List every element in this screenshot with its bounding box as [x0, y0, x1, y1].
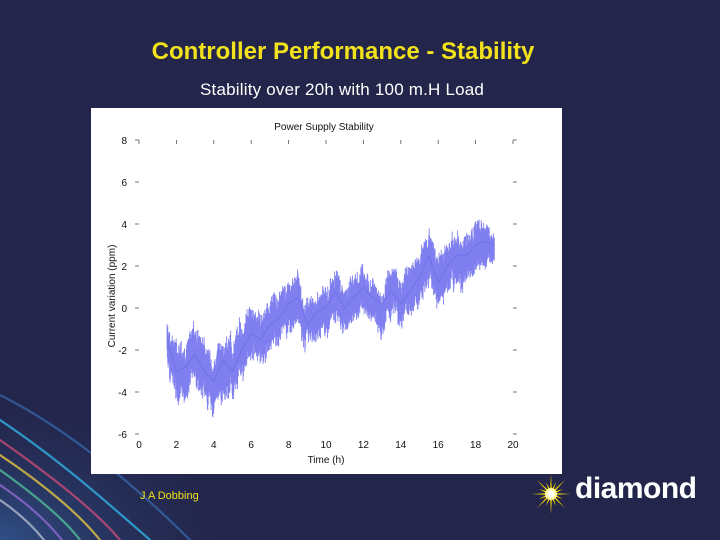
star-ray [550, 498, 552, 514]
slide-title: Controller Performance - Stability [151, 38, 535, 65]
star-ray [536, 479, 549, 492]
star-ray [553, 496, 566, 509]
y-tick-label: -4 [118, 388, 127, 399]
chart-title: Power Supply Stability [274, 122, 374, 133]
x-tick-label: 18 [470, 440, 482, 451]
star-ray [553, 479, 566, 492]
star-ray [552, 481, 556, 490]
star-ray [531, 493, 547, 495]
stability-chart: Power Supply Stability Current variation… [107, 122, 519, 466]
y-tick-label: 8 [121, 136, 127, 147]
y-tick-label: -6 [118, 430, 127, 441]
x-tick-label: 2 [174, 440, 180, 451]
x-tick-label: 10 [320, 440, 332, 451]
x-axis-label: Time (h) [308, 455, 345, 466]
x-tick-label: 20 [507, 440, 519, 451]
star-ray [550, 474, 552, 490]
x-tick-label: 16 [433, 440, 445, 451]
y-axis-ticks: -6 -4 -2 0 2 4 6 8 [118, 136, 517, 441]
series-mean-line [166, 240, 495, 383]
star-ray [538, 495, 547, 499]
x-tick-label: 0 [136, 440, 142, 451]
x-tick-label: 12 [358, 440, 370, 451]
y-tick-label: 0 [121, 304, 127, 315]
star-ray [555, 493, 571, 495]
chart-panel: Power Supply Stability Current variation… [91, 108, 562, 474]
y-tick-label: 4 [121, 220, 127, 231]
brand-logo: diamond [528, 470, 708, 516]
x-tick-label: 8 [286, 440, 292, 451]
star-ray [555, 489, 564, 493]
x-tick-label: 4 [211, 440, 217, 451]
author-credit: J A Dobbing [140, 490, 199, 502]
y-axis-label: Current variation (ppm) [107, 245, 118, 348]
series-line [166, 219, 495, 418]
x-axis-ticks: 0 2 4 6 8 10 12 14 16 18 20 [136, 140, 519, 451]
star-ray [546, 481, 550, 490]
star-ray [546, 498, 550, 507]
diamond-star-logo-icon [531, 474, 571, 514]
star-ray [538, 489, 547, 493]
brand-name: diamond [575, 472, 697, 505]
x-tick-label: 14 [395, 440, 407, 451]
y-tick-label: 2 [121, 262, 127, 273]
star-ray [536, 496, 549, 509]
y-tick-label: -2 [118, 346, 127, 357]
series-stability [166, 219, 495, 418]
star-ray [552, 498, 556, 507]
slide-subtitle: Stability over 20h with 100 m.H Load [200, 80, 485, 99]
y-tick-label: 6 [121, 178, 127, 189]
star-ray [555, 495, 564, 499]
x-tick-label: 6 [248, 440, 254, 451]
